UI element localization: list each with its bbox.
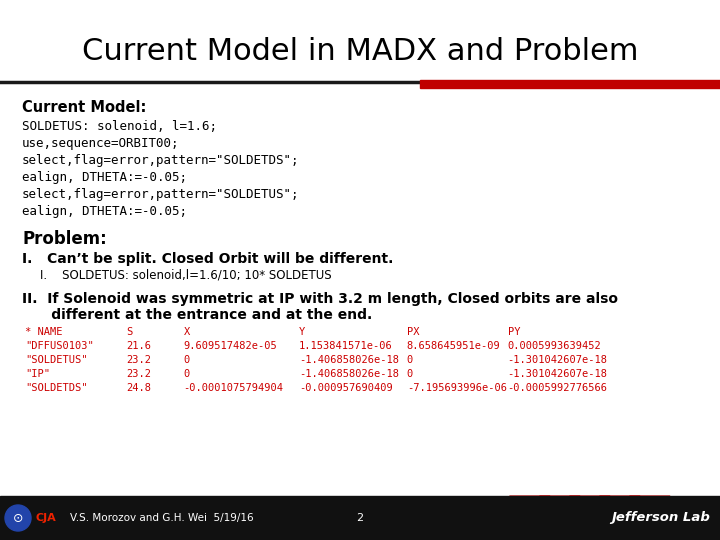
Text: -0.0005992776566: -0.0005992776566 [508, 383, 608, 393]
Polygon shape [580, 496, 640, 540]
Bar [0, 496, 720, 540]
Text: 8.658645951e-09: 8.658645951e-09 [407, 341, 500, 351]
Text: 0: 0 [184, 355, 190, 365]
Text: Current Model:: Current Model: [22, 100, 146, 115]
Circle shape [5, 505, 31, 531]
Text: V.S. Morozov and G.H. Wei  5/19/16: V.S. Morozov and G.H. Wei 5/19/16 [70, 513, 253, 523]
Text: -1.301042607e-18: -1.301042607e-18 [508, 369, 608, 379]
Text: use,sequence=ORBIT00;: use,sequence=ORBIT00; [22, 137, 179, 150]
Text: Problem:: Problem: [22, 230, 107, 248]
Text: * NAME: * NAME [25, 327, 63, 337]
Text: 21.6: 21.6 [126, 341, 151, 351]
Text: ealign, DTHETA:=-0.05;: ealign, DTHETA:=-0.05; [22, 171, 187, 184]
Text: SOLDETUS: solenoid, l=1.6;: SOLDETUS: solenoid, l=1.6; [22, 120, 217, 133]
Text: "IP": "IP" [25, 369, 50, 379]
Bar [420, 80, 720, 88]
Text: X: X [184, 327, 190, 337]
Polygon shape [520, 496, 580, 540]
Text: different at the entrance and at the end.: different at the entrance and at the end… [22, 308, 372, 322]
Text: ealign, DTHETA:=-0.05;: ealign, DTHETA:=-0.05; [22, 205, 187, 218]
Text: 0: 0 [184, 369, 190, 379]
Text: 24.8: 24.8 [126, 383, 151, 393]
Text: -0.000957690409: -0.000957690409 [299, 383, 392, 393]
Text: -0.0001075794904: -0.0001075794904 [184, 383, 284, 393]
Text: 23.2: 23.2 [126, 355, 151, 365]
Text: -1.406858026e-18: -1.406858026e-18 [299, 355, 399, 365]
Text: PY: PY [508, 327, 520, 337]
Text: -1.406858026e-18: -1.406858026e-18 [299, 369, 399, 379]
Text: Current Model in MADX and Problem: Current Model in MADX and Problem [82, 37, 638, 66]
Text: 1.153841571e-06: 1.153841571e-06 [299, 341, 392, 351]
Text: "SOLDETUS": "SOLDETUS" [25, 355, 88, 365]
Text: I.   Can’t be split. Closed Orbit will be different.: I. Can’t be split. Closed Orbit will be … [22, 252, 393, 266]
Text: select,flag=error,pattern="SOLDETUS";: select,flag=error,pattern="SOLDETUS"; [22, 188, 300, 201]
Text: 2: 2 [356, 513, 364, 523]
Polygon shape [550, 496, 610, 540]
Text: 0.0005993639452: 0.0005993639452 [508, 341, 601, 351]
Text: Y: Y [299, 327, 305, 337]
Text: ⊙: ⊙ [13, 511, 23, 524]
Text: CJA: CJA [35, 513, 56, 523]
Text: Jefferson Lab: Jefferson Lab [611, 511, 710, 524]
Polygon shape [490, 496, 550, 540]
Text: -7.195693996e-06: -7.195693996e-06 [407, 383, 507, 393]
Text: 23.2: 23.2 [126, 369, 151, 379]
Text: 0: 0 [407, 369, 413, 379]
Text: 0: 0 [407, 355, 413, 365]
Polygon shape [610, 496, 670, 540]
Text: "DFFUS0103": "DFFUS0103" [25, 341, 94, 351]
Text: PX: PX [407, 327, 419, 337]
Text: select,flag=error,pattern="SOLDETDS";: select,flag=error,pattern="SOLDETDS"; [22, 154, 300, 167]
Text: 9.609517482e-05: 9.609517482e-05 [184, 341, 277, 351]
Text: I.    SOLDETUS: solenoid,l=1.6/10; 10* SOLDETUS: I. SOLDETUS: solenoid,l=1.6/10; 10* SOLD… [40, 268, 332, 281]
Text: -1.301042607e-18: -1.301042607e-18 [508, 355, 608, 365]
Text: S: S [126, 327, 132, 337]
Text: "SOLDETDS": "SOLDETDS" [25, 383, 88, 393]
Text: II.  If Solenoid was symmetric at IP with 3.2 m length, Closed orbits are also: II. If Solenoid was symmetric at IP with… [22, 292, 618, 306]
